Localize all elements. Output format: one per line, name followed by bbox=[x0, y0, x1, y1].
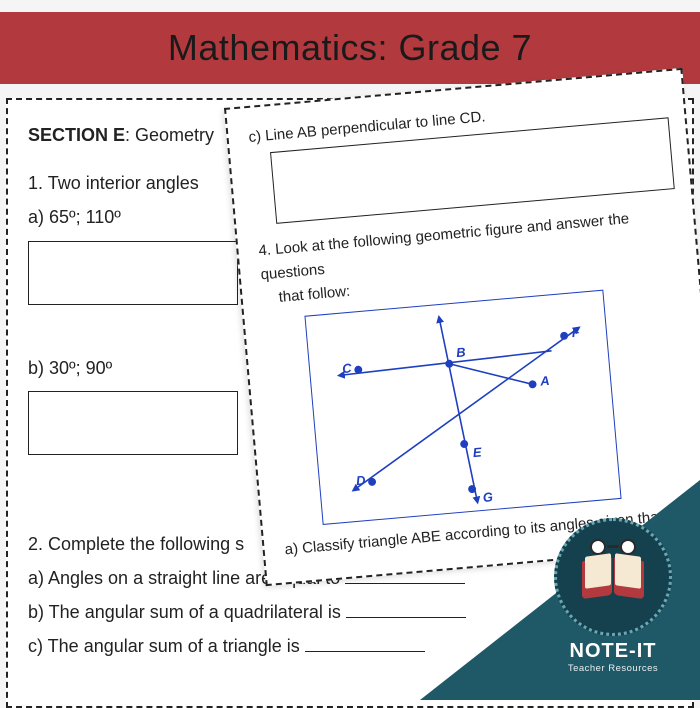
book-icon bbox=[582, 553, 644, 601]
page-title: Mathematics: Grade 7 bbox=[168, 27, 532, 69]
svg-text:E: E bbox=[472, 444, 482, 460]
blank-line bbox=[305, 636, 425, 652]
answer-box-1b bbox=[28, 391, 238, 455]
svg-text:B: B bbox=[456, 344, 467, 360]
brand-name: NOTE-IT bbox=[554, 640, 672, 663]
answer-box-1a bbox=[28, 241, 238, 305]
svg-text:F: F bbox=[571, 324, 581, 340]
q2c-text: c) The angular sum of a triangle is bbox=[28, 636, 305, 656]
section-label: SECTION E bbox=[28, 125, 125, 145]
header-band: Mathematics: Grade 7 bbox=[0, 12, 700, 84]
brand-tagline: Teacher Resources bbox=[554, 663, 672, 674]
q2b-text: b) The angular sum of a quadrilateral is bbox=[28, 602, 346, 622]
section-topic: : Geometry bbox=[125, 125, 214, 145]
svg-text:A: A bbox=[539, 373, 551, 389]
brand-logo: NOTE-IT Teacher Resources bbox=[554, 518, 672, 674]
q1-intro: 1. Two interior angles bbox=[28, 173, 199, 193]
svg-text:D: D bbox=[355, 472, 366, 488]
logo-badge bbox=[554, 518, 672, 636]
svg-text:C: C bbox=[342, 360, 353, 376]
